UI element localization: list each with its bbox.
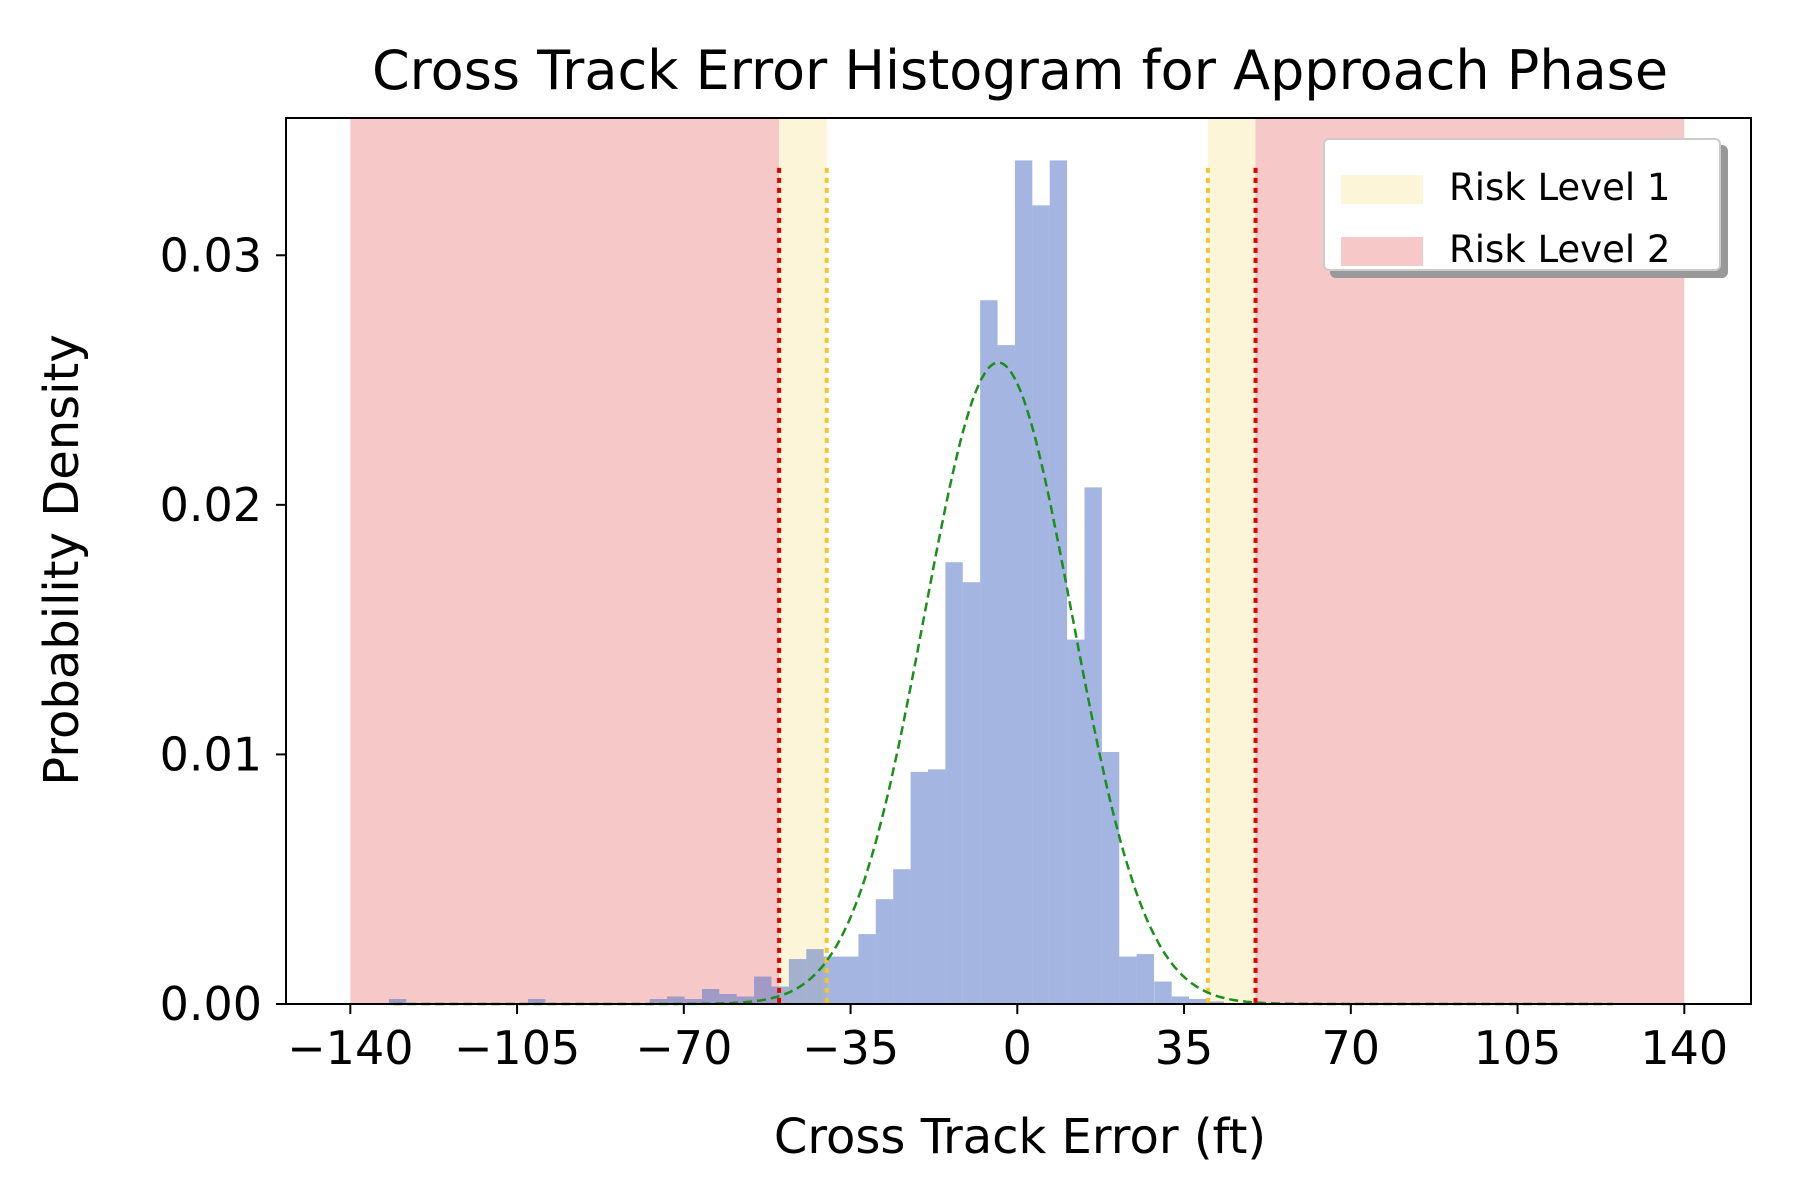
- histogram-bar: [945, 562, 963, 1004]
- histogram-bar: [841, 956, 859, 1004]
- histogram-bar: [1101, 751, 1120, 1004]
- risk-region-2: [1207, 118, 1256, 1004]
- histogram-bar: [684, 999, 702, 1004]
- histogram-bar: [858, 934, 876, 1004]
- histogram-bar: [980, 300, 998, 1005]
- legend-item-risk-level-1: Risk Level 1: [1325, 162, 1719, 212]
- histogram-bar: [893, 869, 911, 1004]
- histogram-bar: [649, 999, 668, 1004]
- histogram-bar: [1049, 160, 1068, 1004]
- y-tick-label: 0.00: [160, 977, 262, 1031]
- y-tick-label: 0.02: [160, 478, 262, 532]
- y-tick-label: 0.01: [160, 727, 262, 781]
- histogram-bar: [806, 949, 824, 1004]
- x-tick-label: −70: [635, 1021, 732, 1075]
- histogram-bar: [997, 345, 1015, 1004]
- histogram-bar: [962, 582, 981, 1004]
- histogram-bar: [667, 996, 685, 1004]
- y-axis-ticks: 0.00 0.01 0.02 0.03: [160, 228, 286, 1031]
- histogram-bar: [719, 994, 737, 1004]
- x-tick-label: 70: [1322, 1021, 1381, 1075]
- y-axis-label: Probability Density: [34, 334, 90, 785]
- histogram-bar: [388, 999, 407, 1004]
- x-tick-label: 105: [1474, 1021, 1562, 1075]
- histogram-bar: [771, 986, 789, 1004]
- histogram-bar: [1136, 954, 1155, 1004]
- histogram-bar: [910, 771, 928, 1004]
- histogram-bar: [1067, 639, 1085, 1004]
- x-tick-label: −35: [802, 1021, 899, 1075]
- legend-swatch: [1341, 237, 1423, 266]
- x-axis-ticks: −140 −105 −70 −35 0 35 70 105 140: [287, 1004, 1728, 1075]
- histogram-bar: [1084, 487, 1102, 1004]
- histogram-bar: [701, 989, 720, 1004]
- histogram-bars: [388, 160, 1224, 1005]
- x-tick-label: 35: [1155, 1021, 1214, 1075]
- histogram-bar: [788, 959, 807, 1004]
- histogram-bar: [528, 999, 546, 1004]
- legend-swatch: [1341, 175, 1423, 204]
- x-tick-label: −140: [287, 1021, 413, 1075]
- histogram-bar: [736, 996, 755, 1004]
- histogram-bar: [927, 769, 946, 1004]
- x-tick-label: 140: [1640, 1021, 1728, 1075]
- legend-label: Risk Level 1: [1449, 166, 1671, 209]
- histogram-bar: [875, 899, 894, 1004]
- risk-region-0: [350, 118, 780, 1004]
- histogram-bar: [1171, 996, 1190, 1004]
- histogram-bar: [1154, 981, 1172, 1004]
- legend-item-risk-level-2: Risk Level 2: [1325, 224, 1719, 274]
- x-axis-label: Cross Track Error (ft): [774, 1109, 1266, 1165]
- legend: Risk Level 1 Risk Level 2: [1323, 138, 1721, 271]
- histogram-bar: [1206, 1001, 1224, 1004]
- chart-title: Cross Track Error Histogram for Approach…: [372, 39, 1668, 102]
- histogram-bar: [754, 976, 772, 1004]
- histogram-bar: [1119, 956, 1137, 1004]
- histogram-bar: [1014, 160, 1033, 1004]
- risk-region-1: [779, 118, 827, 1004]
- legend-label: Risk Level 2: [1449, 228, 1671, 271]
- histogram-bar: [1032, 205, 1050, 1004]
- plot-frame: [285, 117, 1752, 1005]
- histogram-bar: [1189, 999, 1207, 1004]
- y-tick-label: 0.03: [160, 228, 262, 282]
- x-tick-label: 0: [1003, 1021, 1032, 1075]
- x-tick-label: −105: [454, 1021, 580, 1075]
